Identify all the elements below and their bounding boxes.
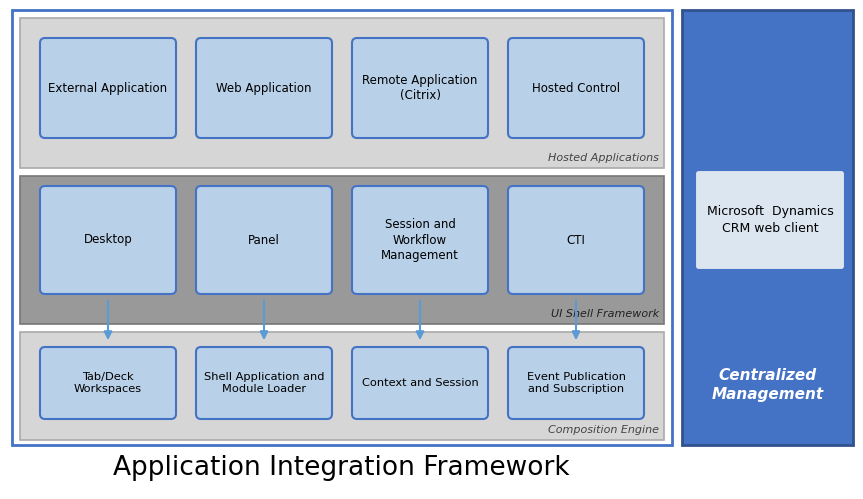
FancyBboxPatch shape (196, 347, 332, 419)
FancyBboxPatch shape (196, 186, 332, 294)
FancyBboxPatch shape (352, 38, 488, 138)
Text: Context and Session: Context and Session (362, 378, 478, 388)
Text: Remote Application
(Citrix): Remote Application (Citrix) (362, 74, 478, 102)
Text: Panel: Panel (248, 234, 280, 247)
Bar (20, 176, 664, 324)
Text: Desktop: Desktop (84, 234, 132, 247)
Bar (682, 10, 853, 445)
FancyBboxPatch shape (508, 347, 644, 419)
Text: Application Integration Framework: Application Integration Framework (113, 455, 570, 481)
Text: Event Publication
and Subscription: Event Publication and Subscription (526, 372, 626, 394)
FancyBboxPatch shape (695, 170, 845, 270)
Text: Microsoft  Dynamics
CRM web client: Microsoft Dynamics CRM web client (707, 205, 834, 235)
Bar (20, 332, 664, 440)
Bar (12, 10, 672, 445)
FancyBboxPatch shape (508, 38, 644, 138)
FancyBboxPatch shape (352, 347, 488, 419)
Bar (20, 18, 664, 168)
Text: Composition Engine: Composition Engine (548, 425, 659, 435)
Text: Hosted Applications: Hosted Applications (548, 153, 659, 163)
Text: Shell Application and
Module Loader: Shell Application and Module Loader (204, 372, 324, 394)
Text: CTI: CTI (567, 234, 585, 247)
FancyBboxPatch shape (40, 347, 176, 419)
FancyBboxPatch shape (196, 38, 332, 138)
FancyBboxPatch shape (40, 186, 176, 294)
FancyBboxPatch shape (40, 38, 176, 138)
Text: Tab/Deck
Workspaces: Tab/Deck Workspaces (74, 372, 142, 394)
Text: UI Shell Framework: UI Shell Framework (551, 309, 659, 319)
Text: External Application: External Application (48, 81, 167, 94)
FancyBboxPatch shape (352, 186, 488, 294)
FancyBboxPatch shape (508, 186, 644, 294)
Text: Web Application: Web Application (217, 81, 312, 94)
Text: Centralized
Management: Centralized Management (711, 368, 823, 402)
Text: Session and
Workflow
Management: Session and Workflow Management (381, 219, 459, 261)
Text: Hosted Control: Hosted Control (532, 81, 620, 94)
